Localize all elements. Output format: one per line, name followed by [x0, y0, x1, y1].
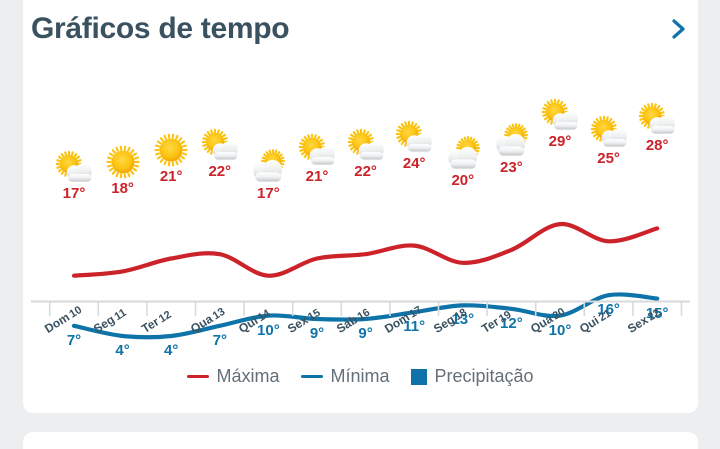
- legend-item[interactable]: Mínima: [301, 366, 389, 387]
- temperature-curves: [71, 221, 660, 340]
- max-temp-line-icon: [187, 375, 210, 378]
- forecast-day-column[interactable]: 25°: [586, 113, 632, 167]
- forecast-day-column[interactable]: 29°: [537, 96, 583, 150]
- sunny-icon: [148, 131, 194, 169]
- partly-sunny-icon: [634, 100, 680, 138]
- max-temp-value: 28°: [645, 137, 669, 154]
- forecast-day-column[interactable]: 17°: [51, 148, 97, 202]
- min-temp-value: 10°: [548, 321, 572, 339]
- partly-sunny-icon: [294, 131, 340, 169]
- chart-plot-area: 17° 18° 21° 22° 17° 21°: [23, 68, 698, 368]
- precipitation-swatch-icon: [411, 368, 428, 385]
- forecast-day-column[interactable]: 21°: [148, 131, 194, 185]
- forecast-day-column[interactable]: 23°: [488, 122, 534, 176]
- x-axis: Dom10 Seg11 Ter12 Qua13 Qui14 Sex15 Sáb16 Dom17…: [23, 300, 698, 362]
- legend-label: Máxima: [216, 366, 280, 386]
- min-temp-value: 13°: [451, 311, 475, 329]
- min-temp-value: 7°: [66, 331, 82, 349]
- max-temp-value: 25°: [597, 150, 620, 167]
- max-temp-value: 24°: [402, 155, 426, 172]
- max-temp-value: 21°: [159, 168, 183, 185]
- legend-label: Mínima: [330, 366, 390, 386]
- max-temp-value: 22°: [354, 163, 377, 180]
- forecast-day-column[interactable]: 17°: [245, 148, 291, 202]
- forecast-day-column[interactable]: 24°: [391, 118, 437, 172]
- sunny-icon: [100, 143, 146, 181]
- forecast-day-column[interactable]: 20°: [440, 135, 486, 189]
- partly-sunny-icon: [51, 148, 97, 186]
- chevron-right-icon[interactable]: [665, 16, 691, 42]
- min-temp-line-icon: [301, 375, 324, 378]
- min-temp-value: 15°: [645, 304, 669, 322]
- legend-item[interactable]: Máxima: [187, 366, 279, 387]
- max-temp-curve: [71, 221, 660, 278]
- weather-chart-card: Gráficos de tempo: [23, 0, 698, 413]
- card-header: Gráficos de tempo: [23, 0, 698, 68]
- chart-legend: Máxima Mínima Precipitação: [23, 366, 698, 387]
- partly-sunny-icon: [343, 126, 389, 164]
- max-temp-value: 23°: [500, 159, 523, 176]
- legend-item[interactable]: Precipitação: [411, 366, 534, 387]
- forecast-day-column[interactable]: 21°: [294, 131, 340, 185]
- page-title: Gráficos de tempo: [31, 12, 290, 45]
- min-temp-value: 11°: [403, 318, 426, 336]
- min-temp-value: 4°: [164, 342, 179, 359]
- min-temp-value: 9°: [309, 325, 325, 342]
- partly-sunny-icon: [537, 96, 583, 134]
- min-temp-value: 4°: [115, 342, 130, 359]
- min-temp-value: 10°: [257, 321, 280, 339]
- max-temp-value: 17°: [62, 185, 86, 202]
- max-temp-value: 20°: [451, 172, 475, 189]
- mostly-cloudy-icon: [440, 135, 486, 173]
- max-temp-value: 18°: [111, 180, 134, 197]
- min-temp-value: 7°: [212, 331, 227, 349]
- partly-sunny-icon: [197, 126, 243, 164]
- max-temp-value: 22°: [208, 163, 232, 180]
- forecast-day-column[interactable]: 18°: [100, 143, 146, 197]
- partly-sunny-icon: [391, 118, 437, 156]
- max-temp-value: 29°: [548, 133, 572, 150]
- max-temp-value: 17°: [257, 185, 280, 202]
- partly-sunny-icon: [586, 113, 632, 151]
- x-axis-ticks: [31, 300, 690, 316]
- next-card-preview: [23, 432, 698, 449]
- legend-label: Precipitação: [434, 366, 534, 386]
- max-temp-value: 21°: [305, 168, 329, 185]
- forecast-day-column[interactable]: 22°: [197, 126, 243, 180]
- min-temp-value: 16°: [597, 301, 620, 319]
- forecast-day-column[interactable]: 22°: [343, 126, 389, 180]
- mostly-cloudy-icon: [488, 122, 534, 160]
- min-temp-value: 12°: [500, 314, 523, 332]
- min-temp-value: 9°: [358, 325, 373, 342]
- forecast-day-column[interactable]: 28°: [634, 100, 680, 154]
- mostly-cloudy-icon: [245, 148, 291, 186]
- min-temp-curve: [71, 292, 660, 340]
